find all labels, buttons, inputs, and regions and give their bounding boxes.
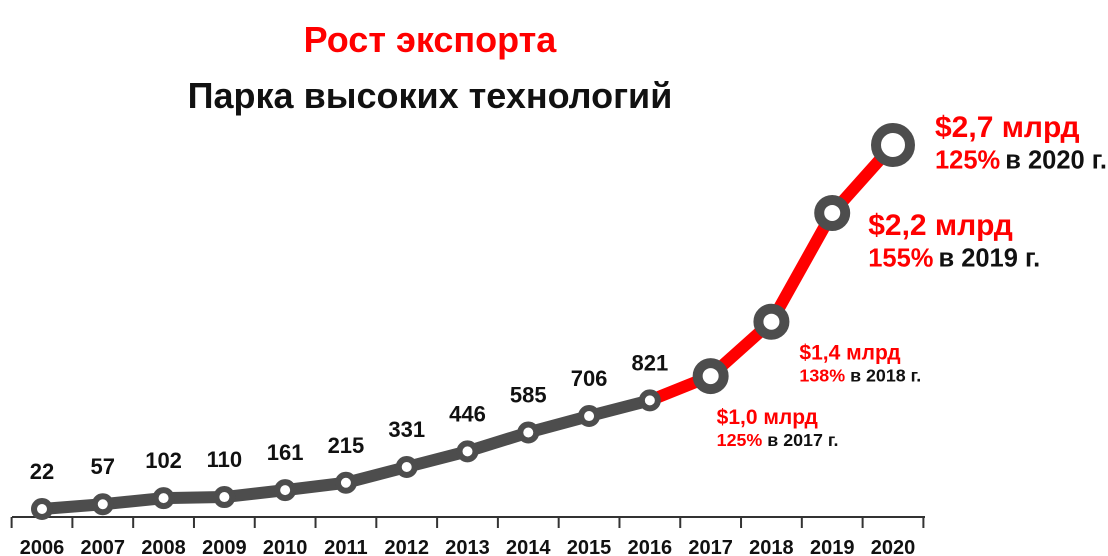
value-label: 706: [571, 366, 608, 391]
point: [152, 487, 175, 510]
growth-percent: 138%: [799, 366, 845, 386]
x-tick-label: 2014: [506, 537, 551, 556]
point: [578, 405, 601, 428]
point: [91, 493, 114, 516]
growth-percent: 125%: [935, 147, 1000, 175]
x-tick-label: 2018: [749, 537, 794, 556]
value-label: $1,4 млрд: [799, 342, 900, 365]
x-tick-label: 2012: [384, 537, 429, 556]
point: [31, 498, 53, 520]
x-tick-label: 2016: [628, 537, 673, 556]
value-label: 102: [145, 448, 182, 473]
growth-percent: 155%: [868, 244, 933, 272]
value-label: 57: [91, 454, 115, 479]
growth-percent: 125%: [717, 430, 763, 450]
point: [871, 123, 915, 167]
point: [456, 440, 479, 463]
chart-subtitle: Парка высоких технологий: [188, 75, 673, 116]
value-label: 161: [267, 440, 304, 465]
point: [814, 194, 851, 231]
value-label: 215: [328, 433, 365, 458]
point: [753, 303, 790, 340]
point: [638, 389, 661, 412]
x-tick-label: 2010: [263, 537, 308, 556]
value-label: 331: [388, 417, 425, 442]
x-tick-label: 2020: [871, 537, 916, 556]
growth-year: в 2019 г.: [938, 244, 1040, 272]
x-tick-label: 2011: [324, 537, 367, 556]
growth-note: 125% в 2020 г.: [935, 147, 1107, 175]
value-label: 821: [631, 350, 668, 375]
x-tick-label: 2015: [567, 537, 612, 556]
growth-year: в 2017 г.: [767, 430, 838, 450]
value-label: $1,0 млрд: [717, 406, 818, 429]
x-tick-label: 2008: [141, 537, 186, 556]
x-tick-label: 2006: [20, 537, 65, 556]
value-label: $2,2 млрд: [868, 209, 1013, 242]
x-tick-label: 2007: [81, 537, 126, 556]
growth-year: в 2018 г.: [850, 366, 921, 386]
point: [517, 421, 540, 444]
x-tick-label: 2019: [810, 537, 855, 556]
x-tick-label: 2009: [202, 537, 247, 556]
point: [692, 358, 729, 395]
point: [395, 456, 418, 478]
chart-title: Рост экспорта: [304, 19, 558, 60]
value-label: 585: [510, 382, 547, 407]
value-label: 22: [30, 459, 54, 484]
x-tick-label: 2017: [688, 537, 733, 556]
point: [334, 471, 357, 494]
value-label: $2,7 млрд: [935, 111, 1080, 144]
growth-note: 125% в 2017 г.: [717, 430, 839, 450]
growth-year: в 2020 г.: [1005, 147, 1107, 175]
growth-note: 138% в 2018 г.: [799, 366, 921, 386]
growth-note: 155% в 2019 г.: [868, 244, 1040, 272]
point: [274, 479, 297, 502]
value-label: 446: [449, 401, 486, 426]
x-tick-label: 2013: [445, 537, 490, 556]
value-label: 110: [207, 447, 243, 472]
point: [213, 486, 236, 509]
